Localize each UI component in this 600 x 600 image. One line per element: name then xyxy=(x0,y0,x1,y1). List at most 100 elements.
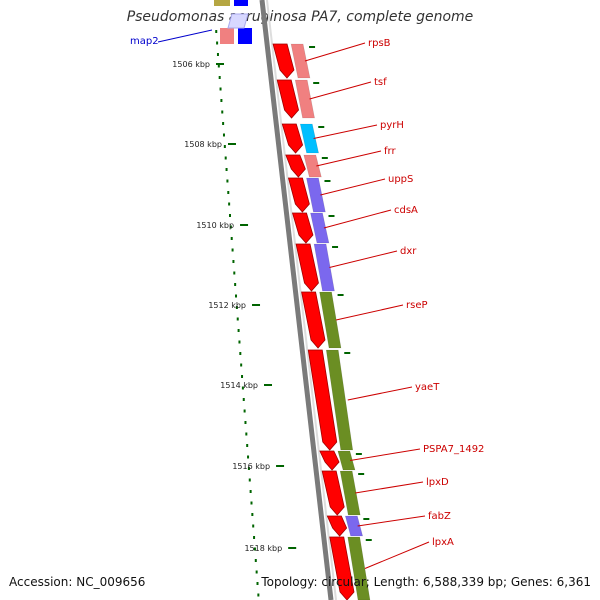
feature-tick xyxy=(358,473,365,475)
cog-block-dxr xyxy=(313,243,335,292)
label-line-dxr xyxy=(329,250,398,268)
gc-dot xyxy=(227,191,230,194)
gc-dot xyxy=(241,375,244,378)
gene-label-uppS: uppS xyxy=(388,174,413,185)
gc-dot xyxy=(244,421,247,424)
gene-label-yaeT: yaeT xyxy=(415,382,440,393)
gc-dot xyxy=(219,87,222,91)
label-line-cdsA xyxy=(323,209,392,229)
gc-dot xyxy=(217,64,220,68)
gc-dot xyxy=(247,467,250,470)
gc-dot xyxy=(249,490,252,493)
gene-arrow-map2 xyxy=(227,13,249,29)
gc-dot xyxy=(218,76,221,79)
gene-arrow-cdsA xyxy=(291,212,314,244)
gc-dot xyxy=(253,547,256,551)
gene-label-PSPA7_1492: PSPA7_1492 xyxy=(423,444,484,455)
scale-tick-label: 1510 kbp xyxy=(196,221,234,230)
label-line-uppS xyxy=(320,178,386,196)
cog-block-fabZ xyxy=(344,515,364,537)
gc-dot xyxy=(233,271,236,275)
gene-label-dxr: dxr xyxy=(400,246,417,257)
gene-label-lpxA: lpxA xyxy=(432,537,454,548)
gc-dot xyxy=(239,352,242,355)
gene-arrow-frr xyxy=(285,154,306,178)
gene-arrow-tsf xyxy=(276,79,300,119)
label-line-map2 xyxy=(157,29,213,43)
gc-dot xyxy=(245,432,248,436)
title: Pseudomonas aeruginosa PA7, complete gen… xyxy=(126,9,474,25)
gc-dot xyxy=(222,133,225,137)
gc-dot xyxy=(248,478,251,482)
gc-dot xyxy=(223,145,226,148)
backbone-highlight xyxy=(266,0,337,600)
feature-tick xyxy=(344,352,351,354)
partial-feature-top xyxy=(234,0,248,6)
gc-dot xyxy=(255,570,258,574)
gc-dot xyxy=(254,559,257,562)
gene-arrow-yaeT xyxy=(307,349,338,451)
cog-block-lpxA xyxy=(347,536,371,600)
genome-summary-text: Topology: circular; Length: 6,588,339 bp… xyxy=(261,575,591,589)
label-line-PSPA7_1492 xyxy=(349,448,421,461)
gene-label-map2: map2 xyxy=(130,36,159,47)
feature-tick xyxy=(337,294,344,296)
feature-tick xyxy=(355,453,362,455)
scale-tick-mark xyxy=(288,547,297,549)
gene-arrow-dxr xyxy=(295,243,319,292)
gc-dot xyxy=(238,340,241,344)
gc-dot xyxy=(242,398,245,401)
gc-dot xyxy=(243,409,246,413)
label-line-pyrH xyxy=(313,124,378,139)
label-line-lpxD xyxy=(355,481,424,494)
cog-block-yaeT xyxy=(325,349,354,451)
label-line-frr xyxy=(316,150,382,167)
gene-label-rseP: rseP xyxy=(406,300,428,311)
accession-text: Accession: NC_009656 xyxy=(9,575,146,589)
backbone-line xyxy=(259,0,334,600)
feature-tick xyxy=(363,518,370,520)
feature-tick xyxy=(318,126,325,128)
gc-dot xyxy=(228,202,231,206)
scale-tick-mark xyxy=(276,465,285,467)
gc-dot xyxy=(216,41,219,45)
scale-tick-label: 1506 kbp xyxy=(172,60,210,69)
feature-tick xyxy=(332,246,339,248)
gc-dot xyxy=(236,317,239,321)
scale-tick-mark xyxy=(240,224,249,226)
cog-block-uppS xyxy=(306,177,326,213)
scale-tick-label: 1516 kbp xyxy=(232,462,270,471)
gc-dot xyxy=(250,501,253,505)
cog-block-pyrH xyxy=(299,123,319,154)
gc-dot xyxy=(225,168,228,171)
gene-label-tsf: tsf xyxy=(374,77,387,88)
scale-tick-label: 1518 kbp xyxy=(244,544,282,553)
gc-dot xyxy=(247,455,250,459)
scale-tick-mark xyxy=(216,63,225,65)
gene-label-fabZ: fabZ xyxy=(428,511,451,522)
gc-dot xyxy=(237,329,240,332)
scale-tick-mark xyxy=(227,143,236,145)
gc-dot xyxy=(222,122,225,125)
gc-dot xyxy=(220,99,223,102)
gc-dot xyxy=(240,363,243,367)
scale-tick-mark xyxy=(252,304,261,306)
gene-arrow-PSPA7_1492 xyxy=(319,450,340,471)
cog-block-rseP xyxy=(319,291,342,349)
gene-arrow-rseP xyxy=(301,291,326,349)
gc-dot xyxy=(241,386,244,390)
feature-tick xyxy=(309,46,316,48)
cog-block-map2-inner xyxy=(238,28,252,44)
gc-dot xyxy=(216,53,219,56)
partial-feature-top xyxy=(214,0,230,6)
label-line-rseP xyxy=(335,304,404,321)
gc-dot xyxy=(232,260,235,263)
gc-dot xyxy=(235,306,238,309)
cog-block-tsf xyxy=(294,79,315,119)
gc-dot xyxy=(251,513,254,516)
feature-tick xyxy=(321,157,328,159)
gc-dot xyxy=(215,30,218,33)
gc-dot xyxy=(246,444,249,447)
gc-dot xyxy=(226,179,229,183)
